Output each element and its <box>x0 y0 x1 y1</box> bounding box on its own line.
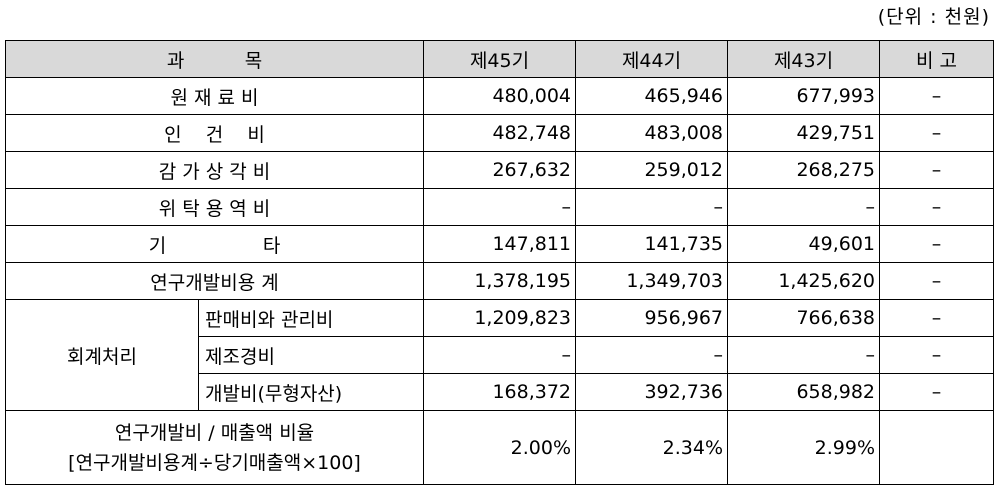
cell-value: 480,004 <box>423 77 577 115</box>
header-period-43: 제43기 <box>727 40 881 78</box>
table-row: 연구개발비용 계 1,378,195 1,349,703 1,425,620 – <box>4 262 995 300</box>
cell-value: 1,349,703 <box>575 262 729 300</box>
cell-value: 147,811 <box>423 225 577 263</box>
cell-note: – <box>879 299 995 337</box>
table-row: 제조경비 – – – – <box>6 336 995 374</box>
cell-value: 168,372 <box>423 373 577 411</box>
table-row: 인 건 비 482,748 483,008 429,751 – <box>4 114 995 152</box>
cell-value: 392,736 <box>575 373 729 411</box>
cell-note: – <box>879 225 995 263</box>
cell-note: – <box>879 262 995 300</box>
cell-value: 2.99% <box>727 410 881 485</box>
row-label-development-cost: 개발비(무형자산) <box>197 373 425 411</box>
cell-value: 1,209,823 <box>423 299 577 337</box>
cell-value: – <box>727 336 881 374</box>
cell-value: 956,967 <box>575 299 729 337</box>
cell-value: 267,632 <box>423 151 577 189</box>
row-label-depreciation: 감 가 상 각 비 <box>4 151 425 189</box>
cell-value: 2.34% <box>575 410 729 485</box>
row-label-rnd-total: 연구개발비용 계 <box>4 262 425 300</box>
table-row: 기 타 147,811 141,735 49,601 – <box>4 225 995 263</box>
cell-value: 2.00% <box>423 410 577 485</box>
cell-note: – <box>879 114 995 152</box>
cell-value: – <box>727 188 881 226</box>
ratio-label-line2: [연구개발비용계÷당기매출액×100] <box>68 451 361 474</box>
cell-note <box>879 410 995 485</box>
cell-value: – <box>575 188 729 226</box>
cell-value: – <box>423 336 577 374</box>
unit-note: (단위 : 천원) <box>877 6 990 28</box>
cell-value: – <box>423 188 577 226</box>
cell-value: 1,425,620 <box>727 262 881 300</box>
header-period-44: 제44기 <box>575 40 729 78</box>
row-label-ratio: 연구개발비 / 매출액 비율 [연구개발비용계÷당기매출액×100] <box>4 410 425 485</box>
cell-value: 482,748 <box>423 114 577 152</box>
row-label-raw-materials: 원 재 료 비 <box>4 77 425 115</box>
group-label-accounting: 회계처리 <box>5 299 199 411</box>
header-note: 비 고 <box>879 40 995 78</box>
cell-value: 677,993 <box>727 77 881 115</box>
cell-value: 49,601 <box>727 225 881 263</box>
table-header-row: 과 목 제45기 제44기 제43기 비 고 <box>4 40 995 78</box>
cell-value: 259,012 <box>575 151 729 189</box>
row-label-outsourcing: 위 탁 용 역 비 <box>4 188 425 226</box>
rnd-cost-table: 과 목 제45기 제44기 제43기 비 고 원 재 료 비 480,004 4… <box>4 40 995 485</box>
row-label-sga: 판매비와 관리비 <box>197 299 425 337</box>
cell-value: 483,008 <box>575 114 729 152</box>
cell-note: – <box>879 188 995 226</box>
cell-value: 766,638 <box>727 299 881 337</box>
table-row-ratio: 연구개발비 / 매출액 비율 [연구개발비용계÷당기매출액×100] 2.00%… <box>4 410 995 485</box>
cell-value: 429,751 <box>727 114 881 152</box>
cell-note: – <box>879 77 995 115</box>
header-subject: 과 목 <box>4 40 425 78</box>
cell-value: 268,275 <box>727 151 881 189</box>
row-label-manufacturing: 제조경비 <box>197 336 425 374</box>
cell-note: – <box>879 373 995 411</box>
table-row: 위 탁 용 역 비 – – – – <box>4 188 995 226</box>
row-label-other: 기 타 <box>4 225 425 263</box>
cell-value: 465,946 <box>575 77 729 115</box>
table-row: 개발비(무형자산) 168,372 392,736 658,982 – <box>6 373 995 411</box>
table-row: 감 가 상 각 비 267,632 259,012 268,275 – <box>4 151 995 189</box>
cell-note: – <box>879 336 995 374</box>
row-label-labor: 인 건 비 <box>4 114 425 152</box>
ratio-label-line1: 연구개발비 / 매출액 비율 <box>114 421 315 444</box>
header-period-45: 제45기 <box>423 40 577 78</box>
table-row: 원 재 료 비 480,004 465,946 677,993 – <box>4 77 995 115</box>
cell-value: 658,982 <box>727 373 881 411</box>
cell-value: – <box>575 336 729 374</box>
cell-note: – <box>879 151 995 189</box>
cell-value: 1,378,195 <box>423 262 577 300</box>
cell-value: 141,735 <box>575 225 729 263</box>
table-row: 회계처리 판매비와 관리비 1,209,823 956,967 766,638 … <box>5 299 995 411</box>
